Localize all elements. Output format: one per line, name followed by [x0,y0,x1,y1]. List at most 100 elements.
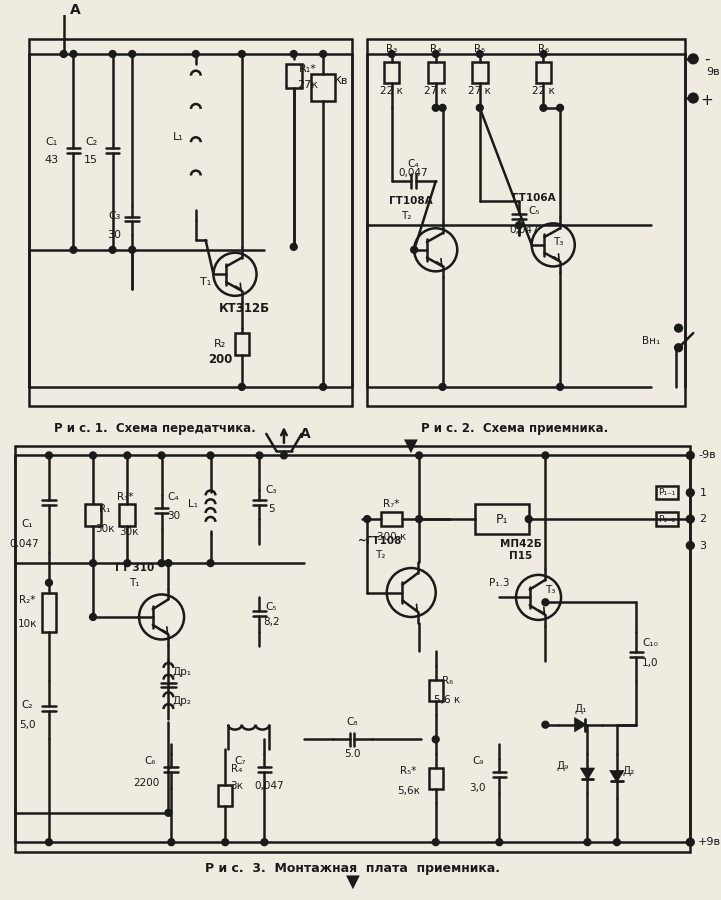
Circle shape [129,247,136,253]
Text: ~ГТ108: ~ГТ108 [358,536,402,545]
Text: R₆: R₆ [442,676,453,686]
Circle shape [557,383,564,391]
Circle shape [89,452,97,459]
Text: T₂: T₂ [375,550,385,561]
Circle shape [477,104,483,112]
Text: 27 к: 27 к [424,86,447,96]
Bar [120,504,135,526]
Text: 0,047: 0,047 [399,168,428,178]
Circle shape [193,50,199,58]
Polygon shape [582,769,593,778]
Text: R₇*: R₇* [384,500,400,509]
Bar [30,40,353,407]
Text: 15: 15 [84,155,98,165]
Bar [656,512,678,526]
Circle shape [364,516,371,523]
Text: 5,0: 5,0 [19,720,35,730]
Text: Р и с.  3.  Монтажная  плата  приемника.: Р и с. 3. Монтажная плата приемника. [205,862,500,875]
Circle shape [124,560,131,567]
Bar [536,62,552,84]
Bar [475,504,528,534]
Text: ГТ108А: ГТ108А [389,196,433,206]
Text: T₁: T₁ [129,578,139,588]
Text: ГТ106А: ГТ106А [512,193,555,202]
Circle shape [411,247,417,253]
Circle shape [614,839,620,846]
Text: Р₁₋₁: Р₁₋₁ [658,488,676,497]
Text: 43: 43 [45,155,59,165]
Circle shape [526,516,532,523]
Text: L₁: L₁ [173,132,184,142]
Text: 9в: 9в [706,67,720,76]
Circle shape [542,452,549,459]
Text: 2200: 2200 [134,778,160,788]
Text: ▼: ▼ [345,872,360,890]
Circle shape [439,383,446,391]
Text: 22 к: 22 к [380,86,403,96]
Text: T₃: T₃ [545,585,555,595]
Text: C₂: C₂ [22,700,33,710]
Circle shape [89,560,97,567]
Circle shape [540,50,547,58]
Text: Р₁₋₂: Р₁₋₂ [658,515,676,524]
Circle shape [45,452,53,459]
Circle shape [70,247,77,253]
Text: A: A [70,3,81,17]
Circle shape [70,50,77,58]
Circle shape [516,222,523,229]
Circle shape [168,839,174,846]
Text: R₅: R₅ [474,44,485,54]
Text: 3: 3 [699,541,707,551]
Text: Р и с. 2.  Схема приемника.: Р и с. 2. Схема приемника. [421,421,609,435]
Text: R₁*: R₁* [298,64,317,74]
Circle shape [675,344,683,352]
Text: 30к: 30к [95,524,115,534]
Text: -: - [704,51,709,67]
Text: T₁: T₁ [200,277,211,287]
Text: R₆: R₆ [538,44,549,54]
Text: 5.0: 5.0 [344,749,360,759]
Text: C₄: C₄ [407,158,419,168]
Text: 0,047: 0,047 [509,225,539,235]
Circle shape [61,50,67,58]
Circle shape [689,54,698,64]
Circle shape [540,104,547,112]
Text: 2: 2 [699,514,707,524]
Text: 30: 30 [107,230,122,240]
Text: Др₂: Др₂ [173,697,192,706]
Text: Д₂: Д₂ [622,766,634,776]
Bar [656,486,678,500]
Circle shape [686,515,694,523]
Text: П15: П15 [509,552,533,562]
Text: 0,047: 0,047 [255,781,284,791]
Circle shape [165,809,172,816]
Circle shape [557,104,564,112]
Circle shape [129,50,136,58]
Text: КТ312Б: КТ312Б [219,302,270,315]
Circle shape [89,614,97,620]
Text: Р₁: Р₁ [495,513,508,526]
Circle shape [415,516,423,523]
Text: 3,0: 3,0 [469,783,486,793]
Circle shape [109,247,116,253]
Bar [14,446,690,852]
Circle shape [261,839,267,846]
Circle shape [433,839,439,846]
Circle shape [675,324,683,332]
Circle shape [542,721,549,728]
Text: C₃: C₃ [108,211,120,220]
Circle shape [686,452,694,459]
Circle shape [319,383,327,391]
Text: ▼: ▼ [404,436,418,454]
Circle shape [239,50,245,58]
Text: 30: 30 [167,511,180,521]
Text: C₁: C₁ [45,137,58,147]
Text: 1: 1 [699,488,707,498]
Text: Д₉: Д₉ [557,760,569,770]
Bar [218,785,232,806]
Text: Вн₁: Вн₁ [642,336,660,346]
Circle shape [433,736,439,742]
Circle shape [165,560,172,567]
Text: C₄: C₄ [167,491,179,501]
Bar [235,333,249,355]
